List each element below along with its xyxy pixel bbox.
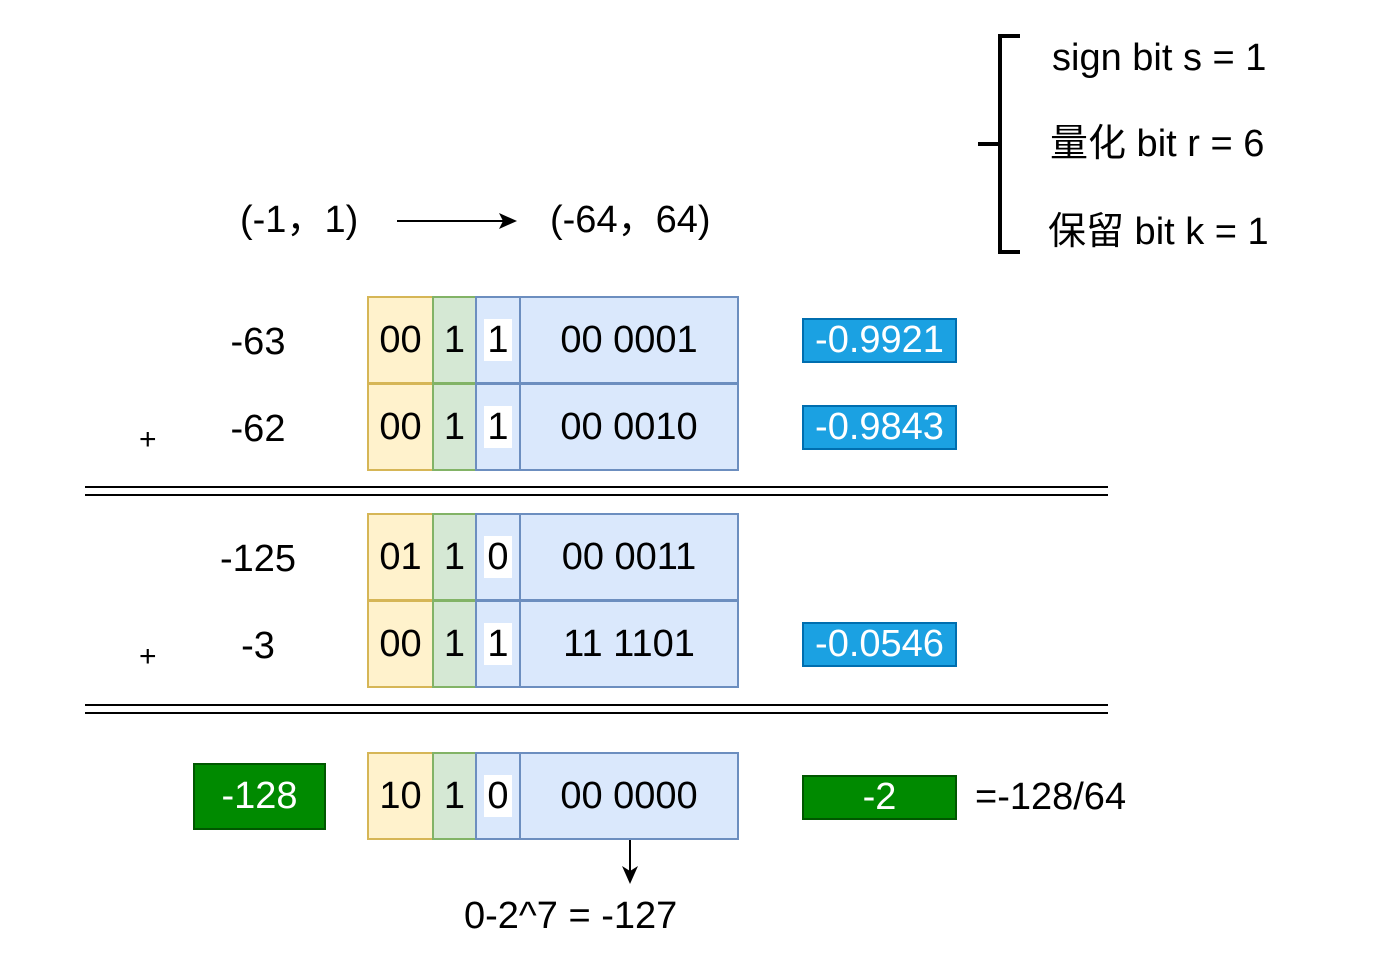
keep-bit-cell: 1 <box>475 383 521 471</box>
keep-bit-cell: 1 <box>475 296 521 384</box>
legend-quant: 量化 bit r = 6 <box>1050 123 1265 165</box>
sign-bit: 1 <box>432 513 477 601</box>
bit-register: 10 1 0 00 0000 <box>367 752 739 840</box>
sign-bit: 1 <box>432 383 477 471</box>
keep-bit-cell: 0 <box>475 513 521 601</box>
bit-register: 01 1 0 00 0011 <box>367 513 739 601</box>
quant-bits: 00 0000 <box>519 752 739 840</box>
mapping-arrow <box>397 213 517 229</box>
result-badge: -0.0546 <box>802 622 957 667</box>
keep-bit: 1 <box>484 406 512 448</box>
bit-register: 00 1 1 11 1101 <box>367 600 739 688</box>
bit-register: 00 1 1 00 0001 <box>367 296 739 384</box>
keep-bit: 0 <box>484 775 512 817</box>
keep-bit-cell: 1 <box>475 600 521 688</box>
quant-bits: 11 1101 <box>519 600 739 688</box>
sign-bit: 1 <box>432 752 477 840</box>
final-note: =-128/64 <box>975 776 1127 818</box>
row-value: -62 <box>230 408 286 450</box>
plus-sign: + <box>139 640 157 673</box>
keep-bit: 0 <box>484 536 512 578</box>
high-bits: 00 <box>367 383 434 471</box>
divider-line <box>85 704 1108 706</box>
final-result-badge: -2 <box>802 775 957 820</box>
down-arrow <box>622 840 638 884</box>
row-value: -3 <box>241 625 275 667</box>
legend-keep: 保留 bit k = 1 <box>1048 211 1269 253</box>
keep-bit-cell: 0 <box>475 752 521 840</box>
mapping-from: (-1，1) <box>240 199 359 241</box>
quant-bits: 00 0010 <box>519 383 739 471</box>
quant-bits: 00 0011 <box>519 513 739 601</box>
bit-register: 00 1 1 00 0010 <box>367 383 739 471</box>
mapping-to: (-64，64) <box>550 199 711 241</box>
divider-line <box>85 486 1108 488</box>
high-bits: 01 <box>367 513 434 601</box>
keep-bit: 1 <box>484 319 512 361</box>
high-bits: 10 <box>367 752 434 840</box>
quant-bits: 00 0001 <box>519 296 739 384</box>
divider-line <box>85 494 1108 496</box>
divider-line <box>85 712 1108 714</box>
result-badge: -0.9921 <box>802 318 957 363</box>
high-bits: 00 <box>367 296 434 384</box>
result-badge: -0.9843 <box>802 405 957 450</box>
legend-sign: sign bit s = 1 <box>1052 37 1267 79</box>
sign-bit: 1 <box>432 296 477 384</box>
plus-sign: + <box>139 423 157 456</box>
legend-bracket <box>978 34 1020 254</box>
sign-bit: 1 <box>432 600 477 688</box>
row-value: -125 <box>219 538 297 580</box>
high-bits: 00 <box>367 600 434 688</box>
formula: 0-2^7 = -127 <box>464 895 678 937</box>
keep-bit: 1 <box>484 623 512 665</box>
final-value-badge: -128 <box>193 763 326 830</box>
row-value: -63 <box>230 321 286 363</box>
